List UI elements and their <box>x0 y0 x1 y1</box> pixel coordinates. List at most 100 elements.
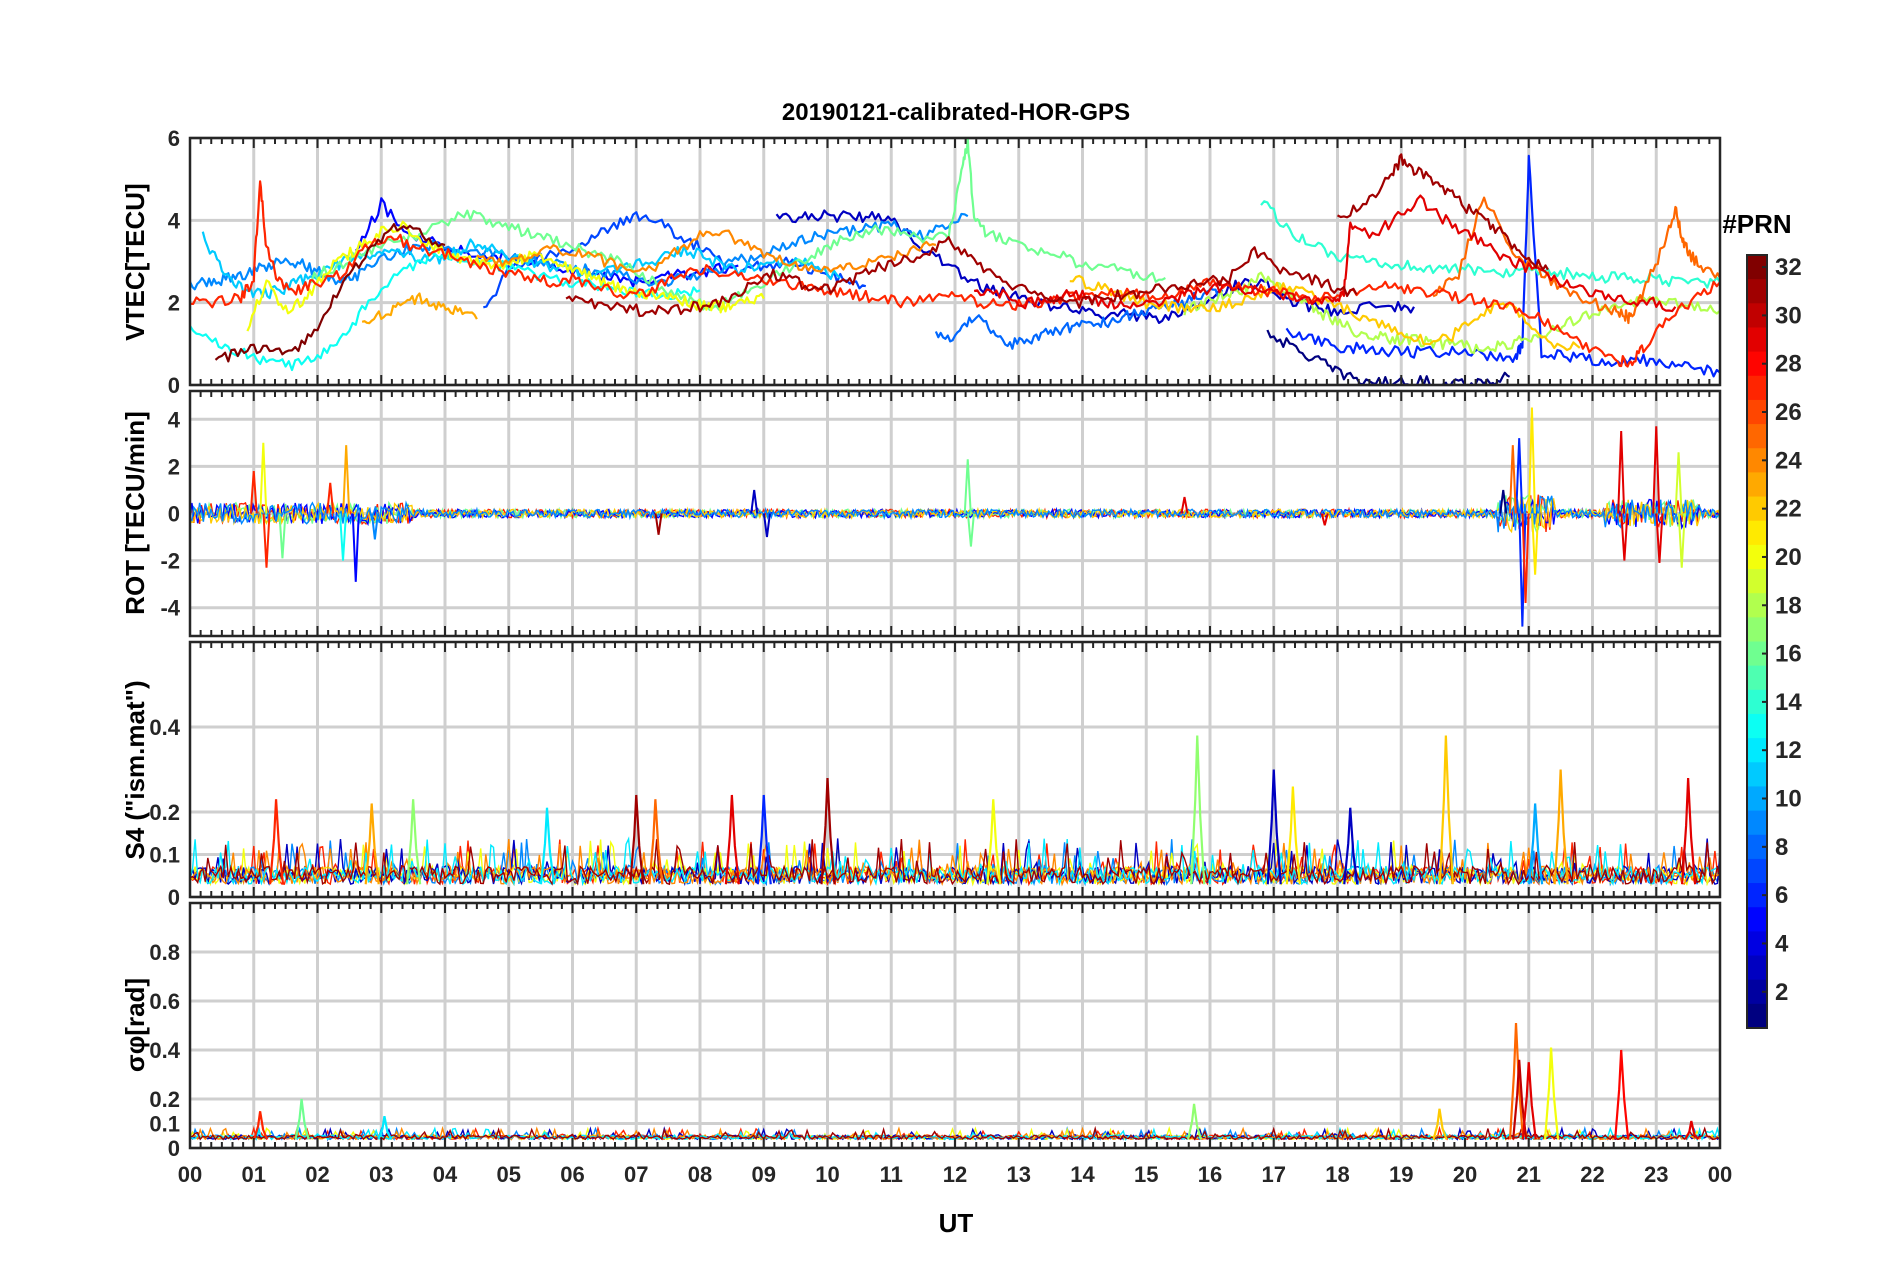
x-tick-label: 00 <box>178 1162 202 1187</box>
sigma-phi-peak <box>294 1098 310 1140</box>
s4-peak <box>268 799 285 885</box>
rot-spike <box>762 513 771 538</box>
s4-peak <box>648 799 664 885</box>
colorbar-tick-label: 22 <box>1775 496 1802 523</box>
rot-spike <box>249 471 258 514</box>
sigma-phi-peak <box>1508 1022 1525 1140</box>
rot-spike <box>339 513 347 561</box>
y-tick-label: 0.2 <box>149 800 180 825</box>
rot-spike <box>278 513 287 559</box>
rot-spike <box>342 445 351 514</box>
rot-spike <box>1674 452 1683 514</box>
sigma-phi-peak <box>1521 1062 1537 1140</box>
s4-peak <box>406 799 422 885</box>
s4-peak <box>1553 769 1569 885</box>
x-tick-label: 08 <box>688 1162 712 1187</box>
s4-peak <box>1438 735 1454 885</box>
colorbar-segment <box>1747 834 1767 860</box>
vtec-series-prn-32 <box>214 223 446 363</box>
colorbar-segment <box>1747 544 1767 570</box>
rot-spike <box>1617 431 1626 514</box>
colorbar-tick-label: 14 <box>1775 689 1802 716</box>
rot-spike <box>1508 445 1517 514</box>
colorbar-tick-label: 26 <box>1775 399 1802 426</box>
colorbar-segment <box>1747 520 1767 546</box>
vtec-series-prn-3 <box>775 209 1415 324</box>
colorbar-segment <box>1747 713 1767 739</box>
colorbar-segment <box>1747 1003 1767 1029</box>
colorbar-segment <box>1747 689 1767 715</box>
y-tick-label: 4 <box>168 208 181 233</box>
colorbar-frame <box>1746 254 1768 1029</box>
vtec-series-prn-20 <box>246 220 765 332</box>
x-tick-label: 02 <box>305 1162 329 1187</box>
s4-peak <box>1681 777 1697 885</box>
x-tick-label: 03 <box>369 1162 393 1187</box>
vtec-series-prn-31 <box>1337 153 1549 271</box>
y-axis-label-rot: ROT [TECU/min] <box>120 411 150 615</box>
colorbar-segment <box>1747 351 1767 377</box>
x-tick-labels: 00 01 02 03 04 05 06 07 08 09 10 11 12 13 14 15 16 17 18 19… <box>178 1162 1732 1187</box>
colorbar-segment <box>1747 665 1767 691</box>
colorbar-segment <box>1747 496 1767 522</box>
colorbar-segment <box>1747 738 1767 763</box>
colorbar-segment <box>1747 399 1767 425</box>
vtec-series-prn-14 <box>1260 200 1720 289</box>
rot-spike <box>1521 513 1530 604</box>
rot-spike <box>1527 407 1536 514</box>
rot-spike <box>259 442 268 514</box>
x-tick-label: 06 <box>560 1162 584 1187</box>
colorbar-segment <box>1747 255 1767 280</box>
colorbar-tick-label: 32 <box>1775 254 1802 281</box>
sigma-phi-peak <box>1684 1120 1700 1141</box>
colorbar-segment <box>1747 979 1767 1005</box>
s4-peak <box>986 799 1002 885</box>
rot-series-prn-22 <box>190 495 1720 534</box>
panel-s4: 0 0.1 0.2 0.4S4 ("ism.mat") <box>120 640 1722 910</box>
colorbar-tick-label: 6 <box>1775 882 1788 909</box>
vtec-series-prn-16 <box>310 138 1166 311</box>
x-tick-label: 12 <box>943 1162 967 1187</box>
vtec-series-prn-23 <box>361 292 478 325</box>
s4-peak <box>629 794 645 885</box>
colorbar-title: #PRN <box>1722 209 1791 239</box>
x-tick-label: 16 <box>1198 1162 1222 1187</box>
colorbar-segment <box>1747 303 1767 329</box>
marks-rot <box>190 407 1720 627</box>
colorbar-segment <box>1747 448 1767 474</box>
y-tick-label: 0 <box>168 373 180 398</box>
rot-spike <box>351 513 360 582</box>
colorbar-segment <box>1747 907 1767 932</box>
colorbar-segment <box>1747 279 1767 304</box>
colorbar-segment <box>1747 424 1767 449</box>
y-tick-label: 0.2 <box>149 1087 180 1112</box>
x-tick-label: 10 <box>815 1162 839 1187</box>
s4-peak <box>1343 807 1359 885</box>
s4-series-prn-31 <box>190 838 1720 886</box>
x-tick-label: 04 <box>433 1162 458 1187</box>
y-axis-label-sigma-phi: σφ[rad] <box>120 978 150 1072</box>
colorbar-tick-label: 30 <box>1775 302 1802 329</box>
colorbar-tick-label: 4 <box>1775 930 1789 957</box>
rot-series-prn-9 <box>190 495 1720 533</box>
x-tick-label: 17 <box>1262 1162 1286 1187</box>
sigma-phi-peak <box>253 1111 269 1140</box>
rot-spike <box>1531 513 1540 575</box>
y-tick-label: 6 <box>168 126 180 151</box>
colorbar-segment <box>1747 641 1767 667</box>
y-tick-label: 0.1 <box>149 1112 180 1137</box>
y-tick-label: 0 <box>168 885 180 910</box>
y-tick-label: 0.4 <box>149 715 180 740</box>
x-tick-label: 11 <box>880 1162 903 1187</box>
colorbar-tick-label: 10 <box>1775 786 1802 813</box>
y-tick-label: 0.8 <box>149 940 180 965</box>
x-tick-label: 20 <box>1453 1162 1477 1187</box>
rot-spike <box>963 459 972 514</box>
colorbar-segment <box>1747 593 1767 618</box>
rot-spike <box>1180 496 1189 514</box>
y-tick-label: 4 <box>168 407 181 432</box>
rot-spike <box>1499 489 1508 514</box>
colorbar-tick-label: 2 <box>1775 979 1788 1006</box>
